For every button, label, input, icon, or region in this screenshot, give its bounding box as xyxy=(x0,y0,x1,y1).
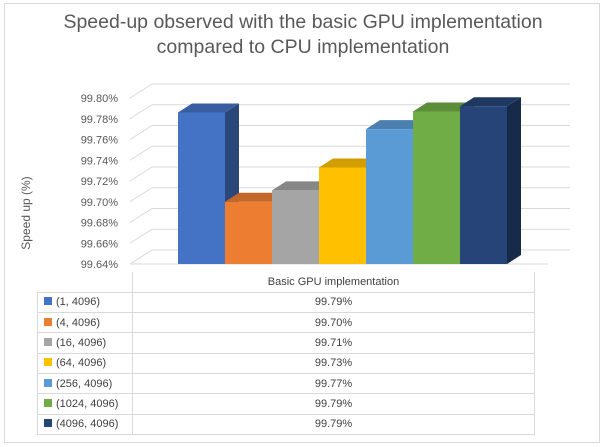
gridline-depth xyxy=(129,166,153,182)
y-tick-label: 99.70% xyxy=(81,197,119,209)
data-label: 99.73% xyxy=(132,352,535,374)
bar xyxy=(460,97,521,264)
legend-swatch xyxy=(44,419,52,428)
series-name-cell: (4096, 4096) xyxy=(37,413,133,435)
data-label: 99.79% xyxy=(132,291,535,314)
bar-front xyxy=(460,106,507,264)
series-name-cell: (16, 4096) xyxy=(37,332,133,354)
gridline-depth xyxy=(129,104,153,120)
bar-front xyxy=(178,112,225,265)
y-tick-label: 99.78% xyxy=(81,114,119,126)
series-name: (64, 4096) xyxy=(56,357,107,370)
bar-top xyxy=(366,120,427,130)
y-tick-label: 99.66% xyxy=(81,238,119,250)
bar-top xyxy=(225,192,286,202)
gridline-depth xyxy=(129,187,153,203)
data-table-row: (64, 4096) 99.73% xyxy=(37,352,535,374)
data-table: Basic GPU implementation (1, 4096) 99.79%… xyxy=(37,272,535,435)
gridline-depth xyxy=(129,125,153,140)
series-name-cell: (64, 4096) xyxy=(37,352,133,374)
y-tick-label: 99.80% xyxy=(81,93,119,105)
data-table-row: (1024, 4096) 99.79% xyxy=(37,393,535,415)
data-table-row: (256, 4096) 99.77% xyxy=(37,372,535,395)
data-label: 99.77% xyxy=(132,372,535,395)
legend-swatch xyxy=(44,378,52,387)
y-tick-label: 99.64% xyxy=(81,259,119,271)
legend-swatch xyxy=(44,338,52,347)
series-name: (1, 4096) xyxy=(56,296,101,309)
data-table-corner xyxy=(37,272,133,293)
series-name-cell: (4, 4096) xyxy=(37,312,133,334)
legend-swatch xyxy=(44,317,52,326)
bar-front xyxy=(366,129,413,264)
data-label: 99.70% xyxy=(132,312,535,334)
bar-top xyxy=(272,181,333,191)
y-tick-label: 99.76% xyxy=(81,135,119,147)
y-tick-label: 99.68% xyxy=(81,218,119,230)
data-table-row: (4, 4096) 99.70% xyxy=(37,312,535,334)
series-name: (4096, 4096) xyxy=(56,418,119,431)
bar-front xyxy=(413,111,460,264)
bar-front xyxy=(272,190,319,264)
y-tick-label: 99.72% xyxy=(81,176,119,188)
bar-top xyxy=(460,97,521,107)
data-label: 99.79% xyxy=(132,413,535,435)
chart-title-line-1: Speed-up observed with the basic GPU imp… xyxy=(63,11,543,33)
series-name-cell: (1, 4096) xyxy=(37,291,133,314)
bar-front xyxy=(319,167,366,264)
gridline-depth xyxy=(129,208,153,223)
legend-swatch xyxy=(44,297,52,306)
series-name: (1024, 4096) xyxy=(56,397,119,410)
chart-title: Speed-up observed with the basic GPU imp… xyxy=(0,10,606,60)
data-table-row: (16, 4096) 99.71% xyxy=(37,332,535,354)
legend-swatch xyxy=(44,398,52,407)
bar-top xyxy=(413,102,474,112)
y-tick-label: 99.74% xyxy=(81,155,119,167)
bar-top xyxy=(178,103,239,113)
series-name: (256, 4096) xyxy=(56,377,113,390)
data-table-row: (4096, 4096) 99.79% xyxy=(37,413,535,435)
series-name-cell: (1024, 4096) xyxy=(37,393,133,415)
gridline-depth xyxy=(129,228,153,244)
data-label: 99.79% xyxy=(132,393,535,415)
gridline-depth xyxy=(129,83,153,99)
series-name: (16, 4096) xyxy=(56,337,107,350)
legend-swatch xyxy=(44,358,52,367)
data-table-header-row: Basic GPU implementation xyxy=(37,272,535,293)
gridline-depth xyxy=(129,249,153,265)
chart-title-line-2: compared to CPU implementation xyxy=(156,36,450,58)
bar-top xyxy=(319,158,380,168)
data-table-category-header: Basic GPU implementation xyxy=(132,272,535,293)
series-name: (4, 4096) xyxy=(56,316,101,329)
bar-front xyxy=(225,201,272,264)
bar-side xyxy=(507,97,521,264)
data-label: 99.71% xyxy=(132,332,535,354)
data-table-row: (1, 4096) 99.79% xyxy=(37,291,535,314)
gridline-depth xyxy=(129,145,153,161)
series-name-cell: (256, 4096) xyxy=(37,372,133,395)
